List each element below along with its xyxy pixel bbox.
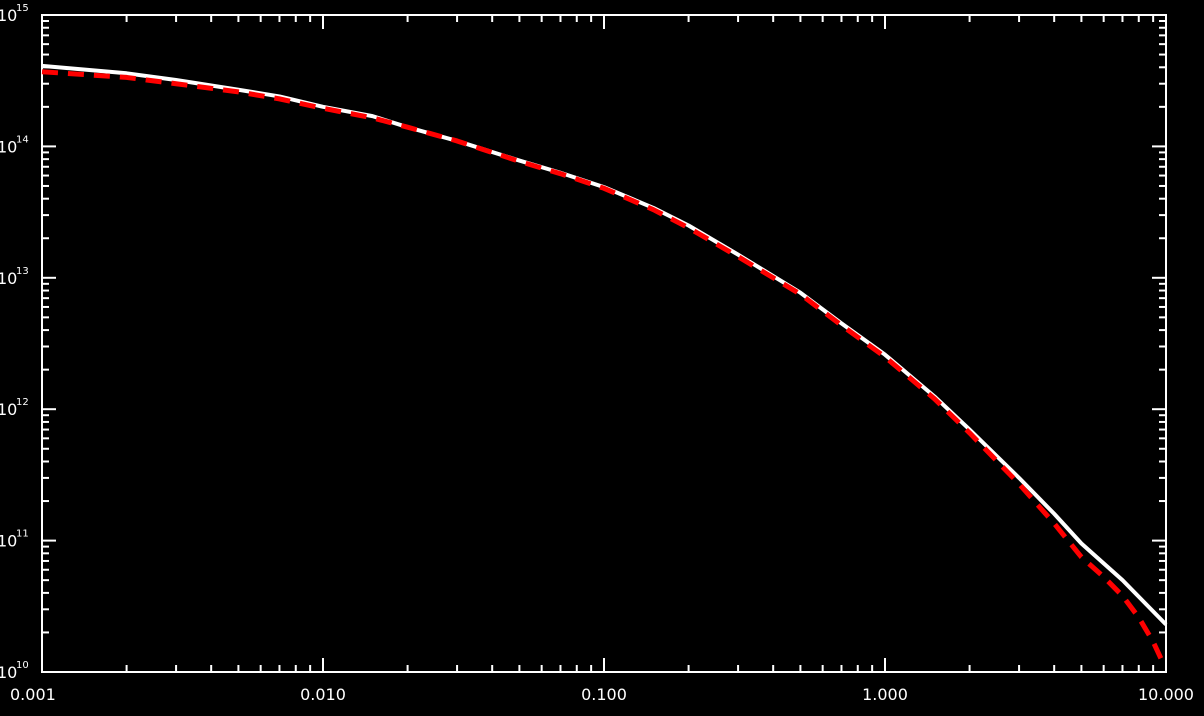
y-tick-base: 10: [0, 6, 17, 25]
y-tick-exponent: 13: [16, 266, 29, 277]
x-tick-label: 1.000: [862, 685, 908, 704]
plot-frame: [41, 14, 1167, 673]
y-tick-exponent: 15: [16, 3, 29, 14]
x-tick-label: 0.001: [10, 685, 56, 704]
series-layer: [41, 63, 1168, 666]
x-tick-label: 10.000: [1138, 685, 1194, 704]
series-line-2: [41, 69, 1166, 666]
y-tick-base: 10: [0, 137, 17, 156]
x-tick-label: 0.010: [300, 685, 346, 704]
y-tick-base: 10: [0, 532, 17, 551]
minor-ticks: [42, 15, 1166, 672]
y-tick-exponent: 12: [16, 397, 29, 408]
y-tick-exponent: 11: [16, 529, 29, 540]
y-tick-exponent: 10: [16, 660, 29, 671]
y-tick-base: 10: [0, 663, 17, 682]
y-tick-base: 10: [0, 400, 17, 419]
x-axis-labels: 0.001 0.010 0.100 1.000 10.000: [10, 685, 1194, 704]
y-tick-base: 10: [0, 269, 17, 288]
y-tick-exponent: 14: [16, 134, 29, 145]
x-tick-label: 0.100: [581, 685, 627, 704]
